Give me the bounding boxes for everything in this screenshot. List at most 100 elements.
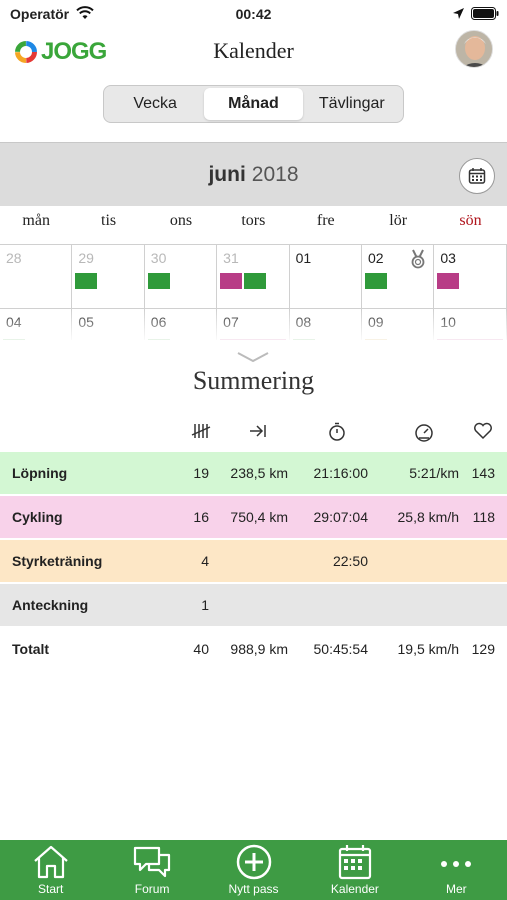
- summary-name: Cykling: [12, 509, 63, 525]
- heart-icon: [473, 422, 493, 445]
- summary-row-note[interactable]: Anteckning 1: [0, 584, 507, 626]
- tab-label: Mer: [445, 882, 467, 896]
- count-tally-icon: [191, 422, 211, 445]
- tab-vecka[interactable]: Vecka: [133, 95, 177, 112]
- month-name: juni: [208, 163, 246, 186]
- summary-count: 4: [201, 553, 209, 569]
- day-number: 01: [295, 250, 312, 266]
- summary-count: 1: [201, 597, 209, 613]
- calendar-picker-button[interactable]: [459, 158, 495, 194]
- summary-hr: 129: [471, 641, 495, 657]
- medal-icon: [409, 249, 427, 272]
- plus-circle-icon: [236, 844, 271, 880]
- summary-distance: 988,9 km: [230, 641, 288, 657]
- tab-nytt-pass[interactable]: Nytt pass: [203, 840, 304, 900]
- summary-name: Löpning: [12, 465, 68, 481]
- more-dots-icon: [441, 861, 472, 867]
- calendar-day-cell[interactable]: 29: [72, 245, 145, 309]
- jogg-ring-icon: [15, 41, 37, 63]
- summary-row-total[interactable]: Totalt 40 988,9 km 50:45:54 19,5 km/h 129: [0, 628, 507, 670]
- summary-column-icons: [0, 420, 507, 446]
- carrier-label: Operatör: [10, 6, 70, 22]
- view-segmented-control: Vecka Månad Tävlingar: [103, 85, 404, 123]
- avatar[interactable]: [455, 30, 493, 68]
- activity-markers: [75, 273, 98, 289]
- location-arrow-icon: [452, 7, 465, 25]
- summary-name: Totalt: [12, 641, 50, 657]
- avatar-photo: [456, 31, 492, 67]
- chat-bubbles-icon: [134, 846, 171, 878]
- home-icon: [33, 845, 68, 879]
- stopwatch-icon: [327, 422, 347, 447]
- battery-icon: [471, 7, 499, 25]
- tab-label: Forum: [134, 882, 170, 896]
- calendar-icon: [338, 845, 372, 880]
- tab-forum[interactable]: Forum: [101, 840, 202, 900]
- month-header: juni 2018: [0, 142, 507, 206]
- weekday-label-sunday: sön: [459, 212, 482, 229]
- weekday-label: ons: [169, 212, 193, 229]
- day-number: 02: [367, 250, 384, 266]
- day-number: 28: [6, 250, 22, 266]
- calendar-grid-icon: [468, 168, 486, 184]
- tab-label: Start: [38, 882, 64, 896]
- activity-marker-running: [147, 273, 170, 289]
- chevron-down-icon[interactable]: [236, 350, 270, 368]
- calendar-day-cell[interactable]: 28: [0, 245, 73, 309]
- calendar-day-cell[interactable]: 31: [217, 245, 290, 309]
- summary-pace: 19,5 km/h: [397, 641, 459, 657]
- day-number: 31: [223, 250, 239, 266]
- month-year-label[interactable]: juni 2018: [0, 163, 507, 187]
- summary-time: 21:16:00: [313, 465, 369, 481]
- summary-time: 29:07:04: [313, 509, 369, 525]
- jogg-logo: JOGG: [14, 38, 107, 66]
- distance-icon: [248, 422, 268, 445]
- calendar-day-cell[interactable]: 30: [144, 245, 218, 309]
- summary-row-cycling[interactable]: Cykling 16 750,4 km 29:07:04 25,8 km/h 118: [0, 496, 507, 538]
- weekday-label: tis: [101, 212, 117, 229]
- weekday-label: tors: [241, 212, 266, 229]
- summary-row-running[interactable]: Löpning 19 238,5 km 21:16:00 5:21/km 143: [0, 452, 507, 494]
- summary-time: 50:45:54: [313, 641, 369, 657]
- tab-start[interactable]: Start: [0, 840, 101, 900]
- summary-name: Styrketräning: [12, 553, 103, 569]
- summary-pace: 25,8 km/h: [397, 509, 459, 525]
- logo-text: JOGG: [41, 38, 107, 65]
- summary-hr: 118: [472, 509, 495, 525]
- summary-hr: 143: [471, 465, 495, 481]
- day-number: 30: [150, 250, 167, 266]
- tab-label: Kalender: [330, 882, 379, 896]
- activity-markers: [364, 273, 387, 289]
- calendar-week-row: 28 29 30 31 01 02 03: [0, 245, 507, 309]
- activity-marker-cycling: [437, 273, 460, 289]
- summary-count: 40: [193, 641, 209, 657]
- summary-distance: 750,4 km: [230, 509, 288, 525]
- activity-markers: [220, 273, 267, 289]
- tab-kalender[interactable]: Kalender: [304, 840, 405, 900]
- page-title: Kalender: [213, 38, 294, 63]
- activity-marker-running: [244, 273, 267, 289]
- calendar-day-cell[interactable]: 01: [289, 245, 362, 309]
- speedometer-icon: [413, 422, 435, 447]
- summary-pace: 5:21/km: [409, 465, 459, 481]
- weekday-label: lör: [389, 212, 408, 229]
- tab-manad[interactable]: Månad: [204, 88, 303, 120]
- status-bar: Operatör 00:42: [0, 0, 507, 28]
- summary-count: 19: [193, 465, 209, 481]
- calendar-day-cell[interactable]: 02: [361, 245, 435, 309]
- summary-row-strength[interactable]: Styrketräning 4 22:50: [0, 540, 507, 582]
- summary-title: Summering: [192, 366, 315, 395]
- year-label: 2018: [251, 163, 299, 186]
- summary-count: 16: [193, 509, 209, 525]
- summary-name: Anteckning: [12, 597, 89, 613]
- weekday-label: mån: [22, 212, 50, 229]
- tab-tavlingar[interactable]: Tävlingar: [318, 95, 385, 112]
- summary-time: 22:50: [332, 553, 368, 569]
- summary-distance: 238,5 km: [230, 465, 288, 481]
- tab-mer[interactable]: Mer: [406, 840, 507, 900]
- clock-label: 00:42: [235, 6, 272, 22]
- calendar-fade-overlay: [0, 310, 507, 340]
- day-number: 03: [440, 250, 456, 266]
- activity-marker-running: [364, 273, 387, 289]
- calendar-day-cell[interactable]: 03: [434, 245, 507, 309]
